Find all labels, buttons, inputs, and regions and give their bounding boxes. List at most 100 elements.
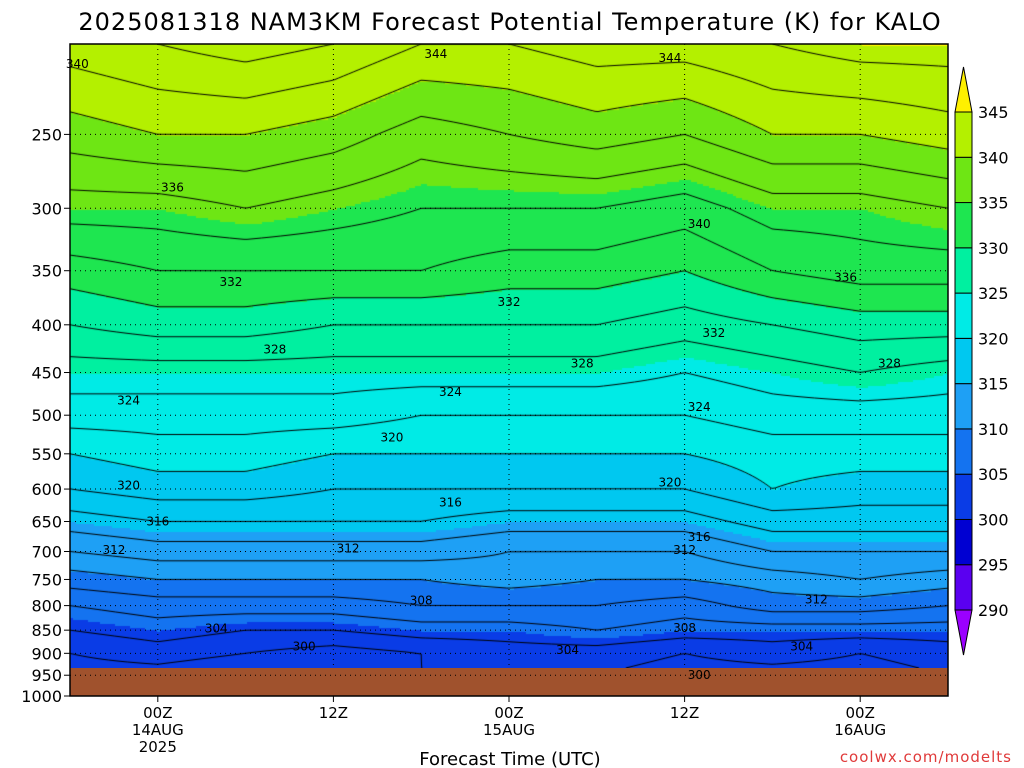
svg-text:316: 316	[439, 495, 462, 509]
svg-text:332: 332	[220, 275, 243, 289]
y-tick-label: 600	[31, 480, 62, 499]
colorbar-tick-label: 315	[978, 375, 1009, 394]
contour-label: 332	[702, 326, 725, 340]
y-tick-label: 800	[31, 597, 62, 616]
contour-label: 320	[659, 475, 682, 489]
colorbar-segment	[954, 383, 973, 430]
contour-label: 328	[263, 342, 286, 356]
contour-label: 312	[805, 592, 828, 606]
svg-text:320: 320	[659, 475, 682, 489]
colorbar-tick-label: 335	[978, 194, 1009, 213]
y-tick-label: 300	[31, 199, 62, 218]
svg-text:336: 336	[834, 271, 857, 285]
svg-text:324: 324	[117, 393, 140, 407]
y-tick-label: 500	[31, 406, 62, 425]
colorbar-tick-label: 330	[978, 239, 1009, 258]
colorbar-arrow-low	[954, 609, 973, 656]
x-tick-label: 00Z	[494, 704, 523, 722]
y-tick-label: 700	[31, 543, 62, 562]
svg-text:344: 344	[424, 47, 447, 61]
colorbar-segment	[954, 247, 973, 294]
x-axis-label: Forecast Time (UTC)	[419, 749, 600, 768]
svg-text:320: 320	[380, 430, 403, 444]
contour-label: 316	[146, 514, 169, 528]
svg-text:320: 320	[117, 479, 140, 493]
svg-text:316: 316	[688, 530, 711, 544]
svg-text:304: 304	[556, 643, 579, 657]
contour-label: 324	[688, 400, 711, 414]
y-tick-label: 450	[31, 364, 62, 383]
y-tick-label: 350	[31, 262, 62, 281]
svg-text:300: 300	[293, 640, 316, 654]
contour-label: 308	[410, 594, 433, 608]
svg-text:304: 304	[790, 640, 813, 654]
colorbar-segment	[954, 428, 973, 475]
contour-label: 336	[161, 180, 184, 194]
contour-label: 344	[659, 51, 682, 65]
colorbar-tick-label: 300	[978, 510, 1009, 529]
svg-text:300: 300	[688, 668, 711, 682]
svg-text:328: 328	[263, 342, 286, 356]
contour-label: 340	[688, 217, 711, 231]
svg-text:336: 336	[161, 180, 184, 194]
y-tick-label: 400	[31, 316, 62, 335]
plot-area: 340 344 344 336 340 332 336 332 332 328 328 328 324 3…	[66, 43, 949, 697]
x-tick-label: 16AUG	[834, 721, 886, 739]
contour-label: 300	[293, 640, 316, 654]
svg-text:304: 304	[205, 622, 228, 636]
contour-label: 324	[439, 385, 462, 399]
colorbar-segment	[954, 473, 973, 520]
credit-link[interactable]: coolwx.com/modelts	[840, 748, 1012, 766]
ground-surface	[70, 668, 948, 696]
contour-label: 316	[688, 530, 711, 544]
contour-label: 332	[220, 275, 243, 289]
colorbar-segment	[954, 337, 973, 385]
colorbar-tick-label: 310	[978, 420, 1009, 439]
contour-label: 336	[834, 271, 857, 285]
svg-text:324: 324	[688, 400, 711, 414]
contour-label: 316	[439, 495, 462, 509]
svg-text:312: 312	[102, 543, 125, 557]
colorbar-segment	[954, 111, 973, 158]
contour-label: 304	[205, 622, 228, 636]
y-tick-label: 850	[31, 621, 62, 640]
contour-label: 300	[688, 668, 711, 682]
x-tick-label: 15AUG	[483, 721, 535, 739]
contour-label: 304	[556, 643, 579, 657]
colorbar-arrow-high	[954, 66, 973, 113]
svg-text:312: 312	[673, 543, 696, 557]
svg-text:316: 316	[146, 514, 169, 528]
svg-text:312: 312	[337, 542, 360, 556]
contour-label: 320	[117, 479, 140, 493]
x-tick-label: 12Z	[319, 704, 348, 722]
contour-label: 312	[337, 542, 360, 556]
svg-text:344: 344	[659, 51, 682, 65]
contour-label: 312	[102, 543, 125, 557]
colorbar-tick-label: 340	[978, 148, 1009, 167]
y-tick-label: 1000	[21, 687, 62, 706]
y-axis: 250 300 350 400 450 500 550 600 650 700 750 800 850 9…	[21, 125, 70, 706]
colorbar-tick-label: 290	[978, 601, 1009, 620]
y-tick-label: 750	[31, 570, 62, 589]
svg-text:340: 340	[66, 57, 89, 71]
y-tick-label: 550	[31, 445, 62, 464]
colorbar: 345 340 335 330 325 320 315 310 305 300 295 290	[954, 66, 1009, 656]
contour-label: 320	[380, 430, 403, 444]
x-tick-label: 14AUG	[132, 721, 184, 739]
contour-label: 324	[117, 393, 140, 407]
colorbar-segment	[954, 518, 973, 566]
colorbar-segment	[954, 202, 973, 249]
svg-text:328: 328	[571, 356, 594, 370]
chart-title: 2025081318 NAM3KM Forecast Potential Tem…	[78, 8, 941, 36]
svg-text:332: 332	[702, 326, 725, 340]
x-tick-label: 2025	[139, 738, 177, 756]
x-tick-label: 12Z	[670, 704, 699, 722]
contour-label: 332	[498, 295, 521, 309]
contour-label: 340	[66, 57, 89, 71]
x-tick-label: 00Z	[846, 704, 875, 722]
svg-text:308: 308	[410, 594, 433, 608]
contour-label: 304	[790, 640, 813, 654]
svg-text:312: 312	[805, 592, 828, 606]
colorbar-segment	[954, 156, 973, 204]
